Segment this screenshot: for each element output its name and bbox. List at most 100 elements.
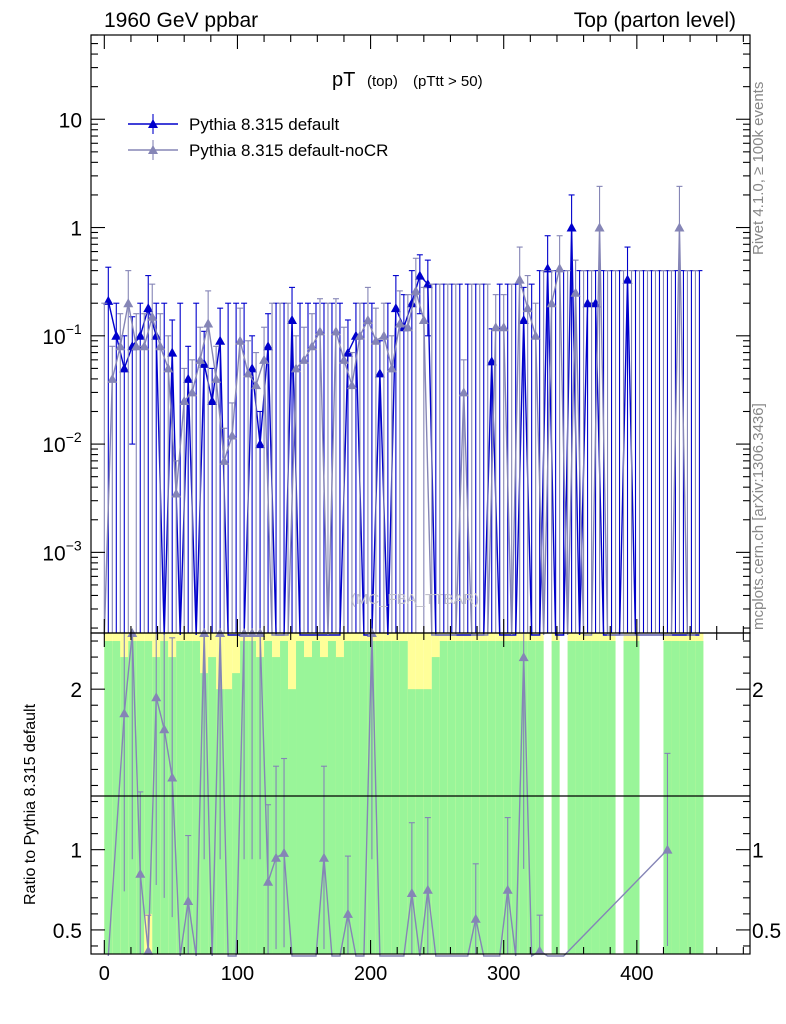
main-point (215, 335, 226, 345)
main-point (330, 326, 341, 336)
plot-title: pT (top) (pTtt > 50) (332, 69, 483, 91)
main-point (522, 303, 533, 313)
ratio-y-tick-label-right: 0.5 (752, 920, 781, 943)
main-point (167, 347, 178, 357)
ratio-band-green (591, 641, 600, 954)
main-point (458, 387, 469, 397)
main-point (143, 303, 154, 313)
ratio-band-green (112, 641, 121, 954)
ratio-series-line (107, 632, 668, 958)
ratio-band-green (679, 641, 688, 954)
main-point (354, 330, 365, 340)
title-sub1: (top) (367, 73, 398, 90)
main-point (342, 347, 353, 357)
ratio-band-green (232, 673, 241, 954)
main-point (183, 373, 194, 383)
ratio-band-green (192, 641, 201, 954)
main-point (131, 341, 142, 351)
ratio-band-green (575, 641, 584, 954)
main-point (207, 395, 218, 405)
main-point (594, 222, 605, 232)
main-point (151, 330, 162, 340)
ratio-band-green (224, 689, 233, 954)
main-point (306, 341, 317, 351)
main-point (195, 354, 206, 364)
ratio-band-green (583, 641, 592, 954)
header-right: Top (parton level) (574, 9, 736, 32)
ratio-band-green (495, 641, 504, 954)
ratio-point (263, 876, 274, 886)
ratio-band-green (415, 689, 424, 954)
ratio-point (662, 844, 673, 854)
ratio-band-green (511, 641, 520, 954)
main-point (530, 330, 541, 340)
ratio-band-green (359, 641, 368, 954)
main-point (111, 330, 122, 340)
main-point (554, 263, 565, 273)
main-point (622, 274, 633, 284)
main-point (259, 354, 270, 364)
ratio-band-green (144, 641, 153, 914)
ratio-band-green (463, 641, 472, 954)
main-point (566, 222, 577, 232)
main-point (123, 298, 134, 308)
main-point (582, 298, 593, 308)
ratio-band-green (304, 657, 312, 954)
main-point (370, 335, 381, 345)
main-point (287, 314, 298, 324)
main-point (338, 354, 349, 364)
ratio-band-green (535, 641, 544, 954)
main-point (211, 373, 222, 383)
main-point (386, 363, 397, 373)
ratio-point (279, 847, 290, 857)
title-main: pT (332, 69, 355, 91)
ratio-band-green (431, 657, 440, 954)
ratio-x-tick-label: 100 (221, 963, 254, 985)
main-y-tick-label: 10−1 (42, 321, 82, 349)
main-point (147, 311, 158, 321)
main-point (402, 322, 413, 332)
ratio-band-green (439, 641, 448, 954)
main-point (674, 222, 685, 232)
ratio-band-green (607, 641, 616, 954)
main-series-layer (101, 185, 703, 636)
main-point (227, 430, 238, 440)
main-point (362, 314, 373, 324)
ratio-point (159, 724, 170, 734)
ratio-point (143, 945, 154, 955)
ratio-band-green (351, 641, 360, 954)
ratio-y-tick-label-left: 2 (70, 679, 82, 702)
ratio-y-tick-label-right: 1 (752, 840, 764, 863)
ratio-point (151, 692, 162, 702)
main-point (518, 314, 529, 324)
ratio-band-green (623, 641, 632, 954)
ratio-band-green (567, 641, 576, 954)
main-point (314, 326, 325, 336)
ratio-band-green (447, 641, 456, 954)
ratio-band-green (687, 641, 696, 954)
ratio-band-green (671, 641, 680, 954)
main-point (378, 330, 389, 340)
ratio-point (518, 652, 529, 662)
main-point (490, 322, 501, 332)
main-point (107, 373, 118, 383)
main-point (406, 298, 417, 308)
main-point (418, 314, 429, 324)
ratio-x-tick-label: 200 (354, 963, 387, 985)
main-point (247, 363, 258, 373)
ratio-point (422, 884, 433, 894)
main-point (235, 335, 246, 345)
ratio-band-green (631, 641, 640, 954)
main-y-tick-label: 10−3 (42, 537, 82, 565)
ratio-y-tick-label-right: 2 (752, 679, 764, 702)
ratio-band-green (288, 689, 297, 954)
ratio-band-green (551, 641, 560, 954)
ratio-band-green (471, 641, 480, 954)
ratio-series-layer (107, 628, 673, 958)
main-point (263, 341, 274, 351)
ratio-plot-frame (90, 632, 751, 955)
main-point (115, 341, 126, 351)
ratio-band-green (335, 657, 344, 954)
ratio-band-green (695, 641, 704, 954)
